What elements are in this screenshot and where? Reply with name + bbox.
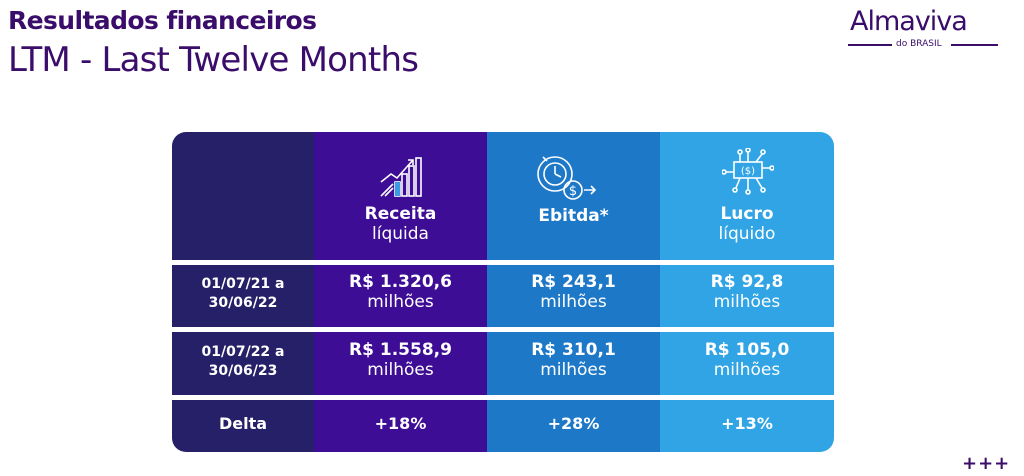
header-lucro: Lucro líquido [660, 204, 834, 244]
table-cell: R$ 243,1 milhões [487, 272, 660, 312]
cell-value: R$ 1.320,6 [349, 272, 452, 292]
plus-decoration: +++ [962, 453, 1011, 474]
logo-underline-right [951, 44, 998, 46]
table-cell: R$ 92,8 milhões [660, 272, 834, 312]
cell-value: R$ 105,0 [704, 340, 790, 360]
period-start: 01/07/22 a [201, 344, 285, 360]
cell-unit: milhões [540, 292, 607, 312]
cell-unit: milhões [367, 360, 434, 380]
cell-unit: milhões [713, 360, 781, 380]
cell-unit: milhões [367, 292, 434, 312]
header-label-bold: Receita [364, 204, 437, 224]
delta-label: Delta [218, 414, 268, 433]
cell-value: R$ 1.558,9 [349, 340, 452, 360]
row-divider [172, 327, 834, 332]
header-receita: Receita líquida [314, 204, 487, 244]
delta-value: +18% [374, 414, 427, 433]
period-end: 30/06/22 [208, 295, 278, 311]
table-cell: R$ 1.558,9 milhões [314, 340, 487, 380]
cell-unit: milhões [540, 360, 607, 380]
delta-value: +13% [721, 414, 773, 433]
circuit-banknote-icon: ($) [722, 148, 774, 195]
table-cell: R$ 1.320,6 milhões [314, 272, 487, 312]
period-label: 01/07/21 a 30/06/22 [172, 275, 314, 313]
period-end: 30/06/23 [208, 363, 278, 379]
logo-name: Almaviva [850, 6, 968, 37]
results-table: $ ($) Receita líquida Ebitda* [172, 132, 834, 452]
header-ebitda: Ebitda* [487, 206, 660, 226]
page-subtitle: LTM - Last Twelve Months [8, 40, 419, 80]
page-title: Resultados financeiros [8, 6, 317, 35]
row-divider [172, 395, 834, 400]
clock-dollar-icon: $ [537, 156, 597, 200]
header-label-bold: Ebitda* [538, 206, 609, 226]
cell-unit: milhões [713, 292, 781, 312]
period-start: 01/07/21 a [201, 276, 285, 292]
header-label-normal: líquido [718, 224, 776, 244]
svg-text:$: $ [569, 184, 577, 199]
header-label-normal: líquida [372, 224, 429, 244]
table-cell: R$ 310,1 milhões [487, 340, 660, 380]
table-cell: R$ 105,0 milhões [660, 340, 834, 380]
logo-underline-left [848, 44, 892, 46]
cell-value: R$ 92,8 [710, 272, 784, 292]
cell-value: R$ 243,1 [531, 272, 616, 292]
logo-subtitle: do BRASIL [896, 39, 942, 49]
svg-text:($): ($) [741, 166, 755, 177]
delta-value: +28% [547, 414, 600, 433]
bar-chart-growth-icon [380, 157, 422, 197]
almaviva-logo: Almaviva do BRASIL [848, 6, 1008, 50]
row-divider [172, 260, 834, 265]
period-label: 01/07/22 a 30/06/23 [172, 343, 314, 381]
header-label-bold: Lucro [720, 204, 774, 224]
cell-value: R$ 310,1 [531, 340, 616, 360]
